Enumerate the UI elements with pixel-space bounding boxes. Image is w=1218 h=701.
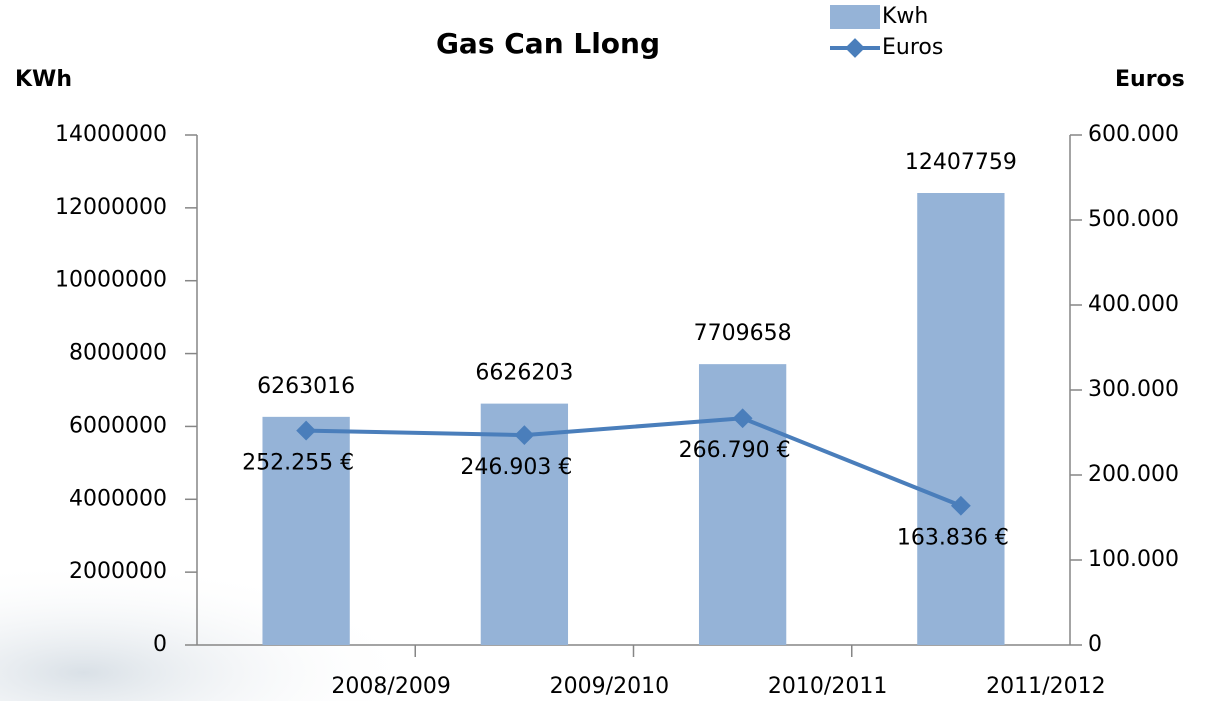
marker xyxy=(514,425,535,446)
y-axis-title: KWh xyxy=(15,67,72,92)
legend-label: Euros xyxy=(882,35,943,60)
y2-tick-label: 300.000 xyxy=(1088,377,1179,402)
bar xyxy=(917,193,1005,646)
chart-title: Gas Can Llong xyxy=(436,27,660,60)
y2-tick-label: 200.000 xyxy=(1088,462,1179,487)
y-tick-label: 10000000 xyxy=(55,268,167,293)
line-label: 163.836 € xyxy=(897,526,1009,551)
bar-label: 7709658 xyxy=(694,321,792,346)
bar-label: 6626203 xyxy=(475,361,573,386)
bar xyxy=(262,416,350,645)
bar-label: 6263016 xyxy=(257,374,355,399)
legend-label: Kwh xyxy=(882,4,928,29)
y-tick-label: 0 xyxy=(153,632,167,657)
y-tick-label: 6000000 xyxy=(69,413,167,438)
x-tick-label: 2010/2011 xyxy=(768,674,887,699)
x-tick-label: 2011/2012 xyxy=(986,674,1105,699)
y2-tick-label: 500.000 xyxy=(1088,207,1179,232)
background-decoration xyxy=(0,560,420,701)
y-tick-label: 8000000 xyxy=(69,341,167,366)
y2-tick-label: 400.000 xyxy=(1088,292,1179,317)
y-tick-label: 4000000 xyxy=(69,486,167,511)
bar-label: 12407759 xyxy=(905,150,1017,175)
y-tick-label: 14000000 xyxy=(55,122,167,147)
bar xyxy=(698,364,787,645)
line xyxy=(306,416,962,508)
y-tick-label: 2000000 xyxy=(69,559,167,584)
y2-axis-title: Euros xyxy=(1115,67,1185,92)
legend-swatch xyxy=(830,5,880,29)
marker xyxy=(732,408,753,429)
y-tick-label: 12000000 xyxy=(55,195,167,220)
line-label: 252.255 € xyxy=(242,451,354,476)
line-label: 266.790 € xyxy=(679,438,791,463)
line-label: 246.903 € xyxy=(460,455,572,480)
y2-tick-label: 600.000 xyxy=(1088,122,1179,147)
x-tick-label: 2008/2009 xyxy=(331,674,450,699)
marker xyxy=(296,420,317,441)
legend-marker xyxy=(845,38,865,58)
y2-tick-label: 100.000 xyxy=(1088,547,1179,572)
x-tick-label: 2009/2010 xyxy=(550,674,669,699)
y2-tick-label: 0 xyxy=(1088,632,1102,657)
